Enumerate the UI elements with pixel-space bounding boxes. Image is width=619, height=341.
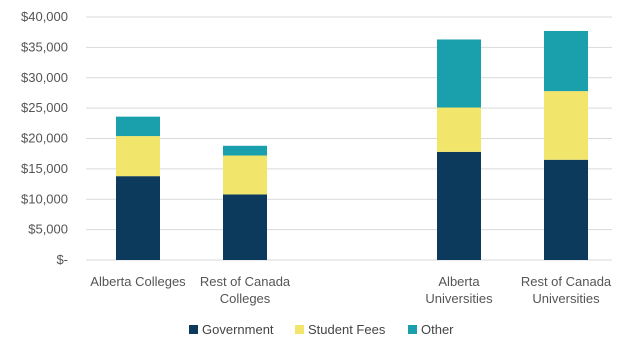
legend-swatch: [295, 325, 304, 334]
x-tick-label: Rest of Canada Colleges: [200, 274, 291, 306]
legend-label: Government: [202, 322, 274, 337]
y-tick-label: $30,000: [21, 70, 68, 85]
legend-swatch: [189, 325, 198, 334]
bar-segment-government: [223, 194, 267, 260]
bar-segment-student-fees: [116, 136, 160, 177]
y-tick-label: $25,000: [21, 100, 68, 115]
y-tick-label: $-: [56, 252, 68, 267]
y-tick-label: $10,000: [21, 191, 68, 206]
bar-segment-other: [223, 145, 267, 156]
bar-segment-other: [437, 39, 481, 108]
y-axis-ticks: $- $5,000 $10,000 $15,000 $20,000 $25,000 $30,…: [21, 9, 68, 267]
x-axis-labels: Alberta Colleges Rest of Canada Colleges Al…: [90, 274, 612, 306]
bars: [116, 30, 588, 260]
legend-label: Other: [421, 322, 454, 337]
gridlines: [86, 16, 612, 261]
legend-label: Student Fees: [308, 322, 386, 337]
x-tick-label: Alberta Colleges: [90, 274, 186, 289]
x-tick-label: Alberta Universities: [425, 274, 493, 306]
bar-segment-student-fees: [544, 91, 588, 160]
legend: Government Student Fees Other: [189, 322, 454, 337]
bar-segment-government: [544, 159, 588, 260]
bar-segment-other: [544, 30, 588, 92]
y-tick-label: $20,000: [21, 131, 68, 146]
y-tick-label: $15,000: [21, 161, 68, 176]
legend-swatch: [408, 325, 417, 334]
x-tick-label: Rest of Canada Universities: [521, 274, 612, 306]
y-tick-label: $35,000: [21, 39, 68, 54]
bar-segment-government: [116, 176, 160, 260]
y-tick-label: $40,000: [21, 9, 68, 24]
bar-segment-student-fees: [223, 155, 267, 195]
bar-segment-student-fees: [437, 107, 481, 152]
bar-segment-government: [437, 151, 481, 260]
y-tick-label: $5,000: [28, 222, 68, 237]
bar-segment-other: [116, 116, 160, 137]
